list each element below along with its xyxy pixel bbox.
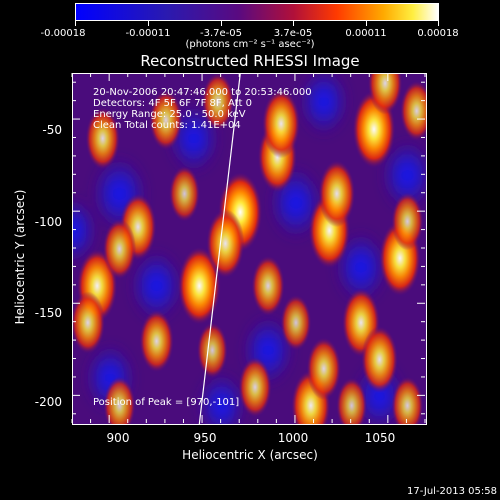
x-axis-label: Heliocentric X (arcsec) bbox=[182, 448, 318, 462]
y-axis-label: Heliocentric Y (arcsec) bbox=[13, 189, 27, 325]
emission-source bbox=[262, 89, 301, 159]
colorbar-tick bbox=[438, 21, 439, 26]
colorbar-label: -0.00018 bbox=[40, 28, 86, 39]
y-tick-label: -50 bbox=[42, 123, 62, 137]
image-plot[interactable]: 20-Nov-2006 20:47:46.000 to 20:53:46.000… bbox=[72, 73, 427, 425]
low-intensity-region bbox=[130, 249, 184, 323]
limb-line bbox=[198, 74, 241, 424]
emission-source bbox=[251, 255, 285, 316]
emission-source bbox=[103, 376, 136, 424]
emission-source bbox=[367, 74, 403, 115]
colorbar-label: -3.7e-05 bbox=[200, 28, 242, 39]
heatmap-image bbox=[73, 74, 426, 424]
x-tick-label: 1000 bbox=[277, 431, 309, 445]
low-intensity-region bbox=[197, 371, 246, 424]
x-tick-label: 900 bbox=[106, 431, 130, 445]
emission-source bbox=[102, 218, 137, 280]
emission-source bbox=[361, 326, 398, 393]
colorbar-label: 3.7e-05 bbox=[273, 28, 313, 39]
low-intensity-region bbox=[334, 230, 388, 305]
colorbar-tick bbox=[148, 21, 149, 26]
y-tick-label: -200 bbox=[34, 395, 62, 409]
emission-source bbox=[206, 208, 245, 278]
y-tick-label: -150 bbox=[34, 306, 62, 320]
emission-source bbox=[169, 165, 200, 222]
colorbar-tick bbox=[293, 21, 294, 26]
timestamp: 17-Jul-2013 05:58 bbox=[406, 486, 497, 497]
low-intensity-region bbox=[381, 138, 426, 213]
emission-source bbox=[306, 337, 342, 400]
colorbar-tick bbox=[366, 21, 367, 26]
emission-source bbox=[177, 246, 221, 325]
emission-source bbox=[238, 357, 272, 418]
emission-source bbox=[149, 89, 183, 151]
emission-source bbox=[391, 376, 424, 424]
emission-source bbox=[85, 107, 120, 170]
colorbar-label: 0.00011 bbox=[345, 28, 387, 39]
emission-source bbox=[318, 160, 356, 228]
emission-source bbox=[196, 322, 228, 379]
info-counts: Clean Total counts: 1.41E+04 bbox=[93, 120, 241, 131]
low-intensity-region bbox=[73, 196, 98, 265]
colorbar-tick bbox=[75, 21, 76, 26]
x-tick-label: 950 bbox=[193, 431, 217, 445]
y-tick-label: -100 bbox=[34, 215, 62, 229]
peak-position: Position of Peak = [970,-101] bbox=[93, 397, 240, 408]
emission-source bbox=[336, 377, 368, 424]
info-detectors: Detectors: 4F 5F 6F 7F 8F, Att 0 bbox=[93, 98, 253, 109]
low-intensity-region bbox=[298, 74, 349, 137]
colorbar-tick bbox=[221, 21, 222, 26]
emission-source bbox=[139, 309, 174, 373]
colorbar-units: (photons cm⁻² s⁻¹ asec⁻²) bbox=[185, 39, 315, 50]
colorbar bbox=[75, 3, 439, 21]
colorbar-label: -0.00011 bbox=[125, 28, 171, 39]
emission-source bbox=[73, 291, 106, 354]
emission-source bbox=[201, 74, 234, 131]
colorbar-label: 0.00018 bbox=[417, 28, 459, 39]
emission-source bbox=[280, 294, 312, 351]
info-time: 20-Nov-2006 20:47:46.000 to 20:53:46.000 bbox=[93, 87, 312, 98]
info-energy: Energy Range: 25.0 - 50.0 keV bbox=[93, 109, 246, 120]
emission-source bbox=[400, 80, 426, 141]
x-tick-label: 1050 bbox=[364, 431, 396, 445]
emission-source bbox=[391, 192, 424, 251]
plot-title: Reconstructed RHESSI Image bbox=[140, 52, 360, 70]
